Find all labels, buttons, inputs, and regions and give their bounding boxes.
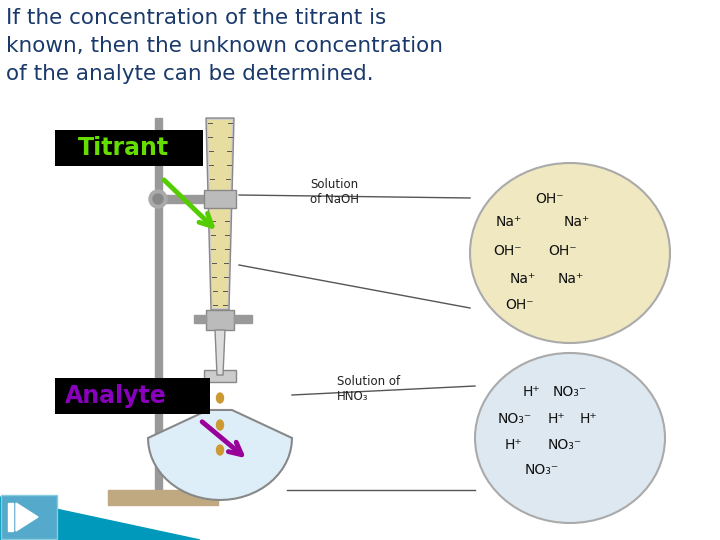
Circle shape: [153, 194, 163, 204]
Text: Titrant: Titrant: [78, 136, 169, 160]
Text: of the analyte can be determined.: of the analyte can be determined.: [6, 64, 374, 84]
Text: If the concentration of the titrant is: If the concentration of the titrant is: [6, 8, 386, 28]
Bar: [204, 370, 236, 382]
Bar: [194, 315, 206, 323]
Ellipse shape: [475, 353, 665, 523]
Ellipse shape: [217, 420, 223, 430]
Text: Solution of
HNO₃: Solution of HNO₃: [337, 375, 400, 403]
Text: OH⁻: OH⁻: [535, 192, 564, 206]
FancyBboxPatch shape: [55, 130, 203, 166]
Text: OH⁻: OH⁻: [493, 244, 521, 258]
Ellipse shape: [217, 393, 223, 403]
Polygon shape: [208, 120, 232, 308]
Text: OH⁻: OH⁻: [505, 298, 534, 312]
Text: Na⁺: Na⁺: [510, 272, 536, 286]
Text: known, then the unknown concentration: known, then the unknown concentration: [6, 36, 443, 56]
Text: Na⁺: Na⁺: [564, 215, 590, 229]
Text: OH⁻: OH⁻: [548, 244, 577, 258]
Polygon shape: [0, 497, 200, 540]
FancyBboxPatch shape: [1, 495, 57, 539]
Text: NO₃⁻: NO₃⁻: [498, 412, 532, 426]
Text: NO₃⁻: NO₃⁻: [525, 463, 559, 477]
Polygon shape: [206, 118, 234, 310]
Polygon shape: [148, 410, 292, 500]
FancyBboxPatch shape: [55, 378, 210, 414]
Bar: [234, 315, 252, 323]
Text: Na⁺: Na⁺: [496, 215, 522, 229]
Bar: [8, 503, 13, 531]
Text: Analyte: Analyte: [65, 384, 167, 408]
Bar: [162, 195, 204, 203]
Polygon shape: [215, 330, 225, 375]
Bar: [206, 310, 234, 330]
Text: H⁺: H⁺: [523, 385, 541, 399]
Circle shape: [149, 190, 167, 208]
Text: H⁺: H⁺: [548, 412, 566, 426]
Text: H⁺: H⁺: [580, 412, 598, 426]
Text: NO₃⁻: NO₃⁻: [553, 385, 588, 399]
Ellipse shape: [470, 163, 670, 343]
Polygon shape: [16, 503, 38, 531]
Text: NO₃⁻: NO₃⁻: [548, 438, 582, 452]
Text: Solution
of NaOH: Solution of NaOH: [310, 178, 359, 206]
Bar: [108, 490, 218, 505]
Bar: [204, 190, 236, 208]
Text: H⁺: H⁺: [505, 438, 523, 452]
Bar: [155, 118, 162, 493]
Text: Na⁺: Na⁺: [558, 272, 584, 286]
Ellipse shape: [217, 445, 223, 455]
